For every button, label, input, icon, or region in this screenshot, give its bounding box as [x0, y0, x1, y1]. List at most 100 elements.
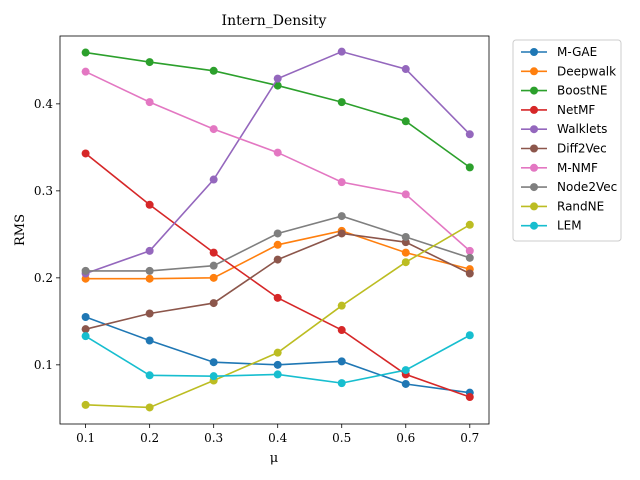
- data-point-boostne: [401, 117, 410, 126]
- legend-marker: [530, 86, 538, 95]
- chart-title: Intern_Density: [222, 13, 327, 29]
- data-point-lem: [465, 331, 474, 340]
- series-m-nmf: [81, 67, 474, 255]
- data-point-m-nmf: [273, 148, 282, 157]
- data-point-lem: [209, 372, 218, 381]
- legend-label: M-NMF: [557, 161, 598, 175]
- legend-label: M-GAE: [557, 45, 597, 59]
- data-point-randne: [401, 258, 410, 267]
- data-point-walklets: [273, 74, 282, 83]
- data-point-walklets: [401, 65, 410, 74]
- x-tick-label: 0.7: [460, 431, 479, 445]
- legend-marker: [530, 202, 538, 211]
- y-tick-label: 0.3: [34, 184, 53, 198]
- y-tick-label: 0.4: [34, 97, 53, 111]
- data-point-diff2vec: [209, 299, 218, 308]
- data-point-randne: [465, 220, 474, 229]
- data-point-netmf: [337, 326, 346, 335]
- data-point-node2vec: [209, 261, 218, 270]
- legend: M-GAE Deepwalk BoostNE NetMF Walklets Diff2Ve…: [512, 39, 622, 242]
- data-point-m-nmf: [145, 98, 154, 107]
- series-line-m-nmf: [85, 70, 471, 252]
- legend-marker: [530, 48, 538, 56]
- data-point-netmf: [209, 248, 218, 257]
- data-point-m-nmf: [337, 178, 346, 187]
- series-boostne: [81, 48, 474, 172]
- x-tick-label: 0.5: [332, 431, 351, 445]
- legend-label: Walklets: [557, 122, 607, 136]
- legend-marker: [530, 67, 538, 76]
- data-point-boostne: [337, 98, 346, 107]
- data-point-node2vec: [465, 253, 474, 262]
- legend-item-node2vec: Node2Vec: [521, 180, 617, 194]
- x-axis: 0.1 0.2 0.3 0.4 0.5 0.6 0.7: [76, 424, 479, 445]
- data-point-boostne: [209, 66, 218, 75]
- legend-label: NetMF: [557, 103, 595, 117]
- data-point-boostne: [81, 48, 90, 57]
- data-point-lem: [273, 370, 282, 379]
- data-point-boostne: [465, 163, 474, 172]
- data-point-node2vec: [145, 266, 154, 275]
- data-point-node2vec: [337, 212, 346, 221]
- legend-label: BoostNE: [557, 84, 607, 98]
- legend-item-m-gae: M-GAE: [521, 45, 597, 59]
- legend-marker: [530, 163, 538, 172]
- legend-label: Deepwalk: [557, 64, 616, 78]
- data-point-m-nmf: [209, 125, 218, 134]
- data-point-diff2vec: [337, 229, 346, 238]
- data-point-netmf: [465, 393, 474, 402]
- data-point-m-gae: [145, 336, 154, 345]
- data-point-node2vec: [81, 266, 90, 275]
- legend-item-lem: LEM: [521, 219, 582, 233]
- data-point-lem: [337, 379, 346, 388]
- legend-marker: [530, 183, 538, 192]
- legend-item-boostne: BoostNE: [521, 84, 607, 98]
- data-point-deepwalk: [209, 273, 218, 282]
- series-randne: [81, 220, 474, 412]
- data-point-randne: [337, 301, 346, 310]
- data-point-randne: [81, 400, 90, 409]
- y-tick-label: 0.1: [34, 358, 53, 372]
- data-point-m-gae: [401, 379, 410, 388]
- data-point-diff2vec: [145, 309, 154, 318]
- data-point-deepwalk: [273, 240, 282, 249]
- data-point-diff2vec: [465, 269, 474, 278]
- data-point-lem: [401, 366, 410, 375]
- plot-frame: [59, 35, 490, 425]
- x-tick-label: 0.6: [396, 431, 415, 445]
- data-point-deepwalk: [401, 248, 410, 257]
- y-axis-label: RMS: [13, 214, 28, 246]
- x-tick-label: 0.1: [76, 431, 95, 445]
- data-point-netmf: [145, 200, 154, 209]
- legend-item-walklets: Walklets: [521, 122, 607, 136]
- legend-item-m-nmf: M-NMF: [521, 161, 598, 175]
- data-point-netmf: [81, 149, 90, 158]
- data-point-m-gae: [273, 360, 282, 369]
- data-point-walklets: [465, 130, 474, 139]
- legend-item-netmf: NetMF: [521, 103, 595, 117]
- x-axis-label: μ: [270, 451, 278, 466]
- data-point-walklets: [209, 175, 218, 184]
- data-point-randne: [273, 348, 282, 357]
- legend-marker: [530, 221, 538, 230]
- data-point-boostne: [145, 58, 154, 67]
- data-point-m-gae: [209, 358, 218, 367]
- data-point-boostne: [273, 81, 282, 90]
- data-point-randne: [145, 403, 154, 412]
- x-tick-label: 0.2: [140, 431, 159, 445]
- data-point-m-gae: [81, 312, 90, 321]
- series-layer: [81, 47, 474, 412]
- legend-marker: [530, 125, 538, 134]
- data-point-m-nmf: [81, 67, 90, 76]
- legend-marker: [530, 105, 538, 114]
- data-point-lem: [145, 371, 154, 380]
- data-point-walklets: [145, 246, 154, 255]
- legend-label: LEM: [557, 219, 582, 233]
- legend-label: RandNE: [557, 199, 604, 213]
- data-point-walklets: [337, 47, 346, 56]
- x-tick-label: 0.4: [268, 431, 287, 445]
- data-point-diff2vec: [81, 325, 90, 334]
- data-point-diff2vec: [273, 255, 282, 264]
- data-point-netmf: [273, 293, 282, 302]
- series-deepwalk: [81, 226, 474, 283]
